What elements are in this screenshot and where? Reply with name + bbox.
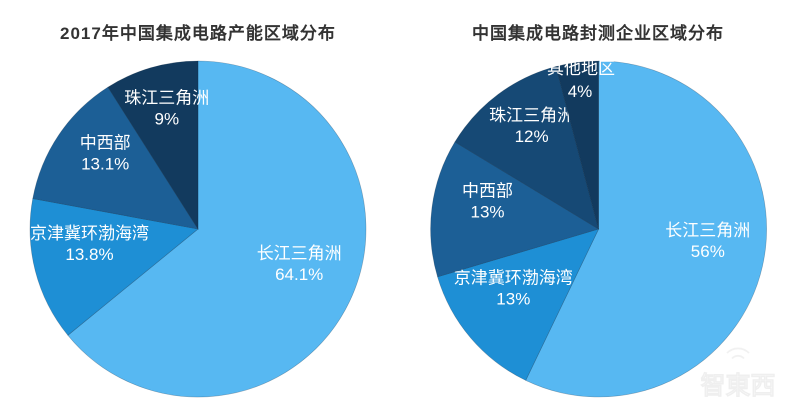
svg-text:zhidx.com: zhidx.com (713, 399, 761, 409)
svg-text:9%: 9% (155, 109, 180, 128)
svg-text:中西部: 中西部 (462, 182, 513, 201)
svg-text:珠江三角洲: 珠江三角洲 (124, 88, 209, 107)
svg-text:珠江三角洲: 珠江三角洲 (489, 106, 574, 125)
svg-text:64.1%: 64.1% (275, 265, 323, 284)
svg-text:京津冀环渤海湾: 京津冀环渤海湾 (454, 269, 573, 288)
svg-text:中西部: 中西部 (80, 133, 131, 152)
svg-text:长江三角洲: 长江三角洲 (257, 244, 342, 263)
svg-text:13.8%: 13.8% (65, 245, 113, 264)
svg-text:13.1%: 13.1% (81, 154, 129, 173)
svg-text:13%: 13% (470, 203, 504, 222)
svg-text:4%: 4% (568, 82, 593, 101)
svg-text:56%: 56% (691, 242, 725, 261)
svg-text:智東西: 智東西 (700, 371, 775, 400)
svg-text:京津冀环渤海湾: 京津冀环渤海湾 (30, 224, 149, 243)
svg-text:其他地区: 其他地区 (547, 59, 615, 78)
svg-text:12%: 12% (515, 127, 549, 146)
svg-text:长江三角洲: 长江三角洲 (665, 221, 750, 240)
svg-text:13%: 13% (496, 290, 530, 309)
